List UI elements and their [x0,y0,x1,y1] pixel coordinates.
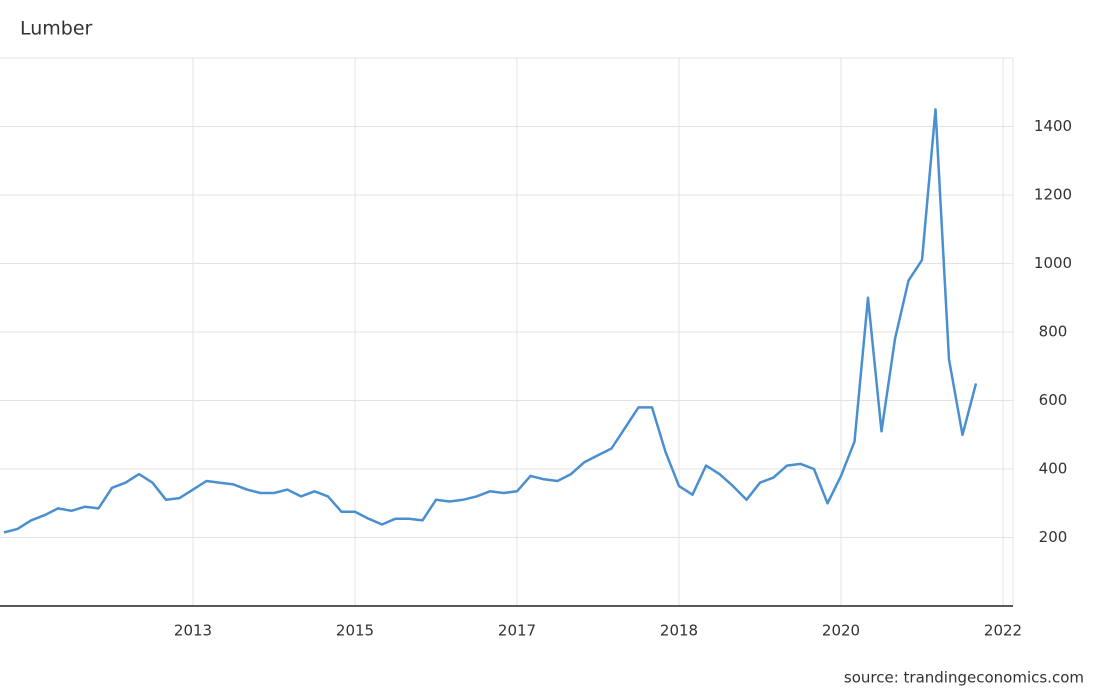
x-tick-label: 2015 [336,622,374,640]
y-tick-label: 400 [1039,460,1068,478]
y-tick-label: 200 [1039,528,1068,546]
y-tick-label: 1400 [1034,117,1072,135]
x-tick-label: 2013 [174,622,212,640]
x-tick-label: 2022 [984,622,1022,640]
data-line [3,108,978,534]
chart-title: Lumber [20,18,93,40]
y-tick-label: 600 [1039,391,1068,409]
source-note: source: trandingeconomics.com [844,669,1084,687]
x-tick-label: 2017 [498,622,536,640]
x-tick-label: 2020 [822,622,860,640]
x-tick-label: 2018 [660,622,698,640]
y-tick-label: 1000 [1034,254,1072,272]
y-tick-label: 800 [1039,323,1068,341]
y-tick-label: 1200 [1034,186,1072,204]
